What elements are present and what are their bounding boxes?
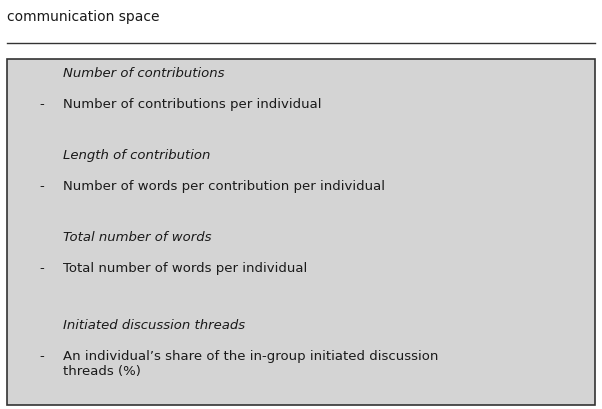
Text: -: -	[39, 262, 44, 275]
Text: -: -	[39, 98, 44, 111]
Text: Number of contributions: Number of contributions	[63, 67, 225, 81]
Text: Initiated discussion threads: Initiated discussion threads	[63, 319, 246, 332]
Text: -: -	[39, 350, 44, 363]
Text: Total number of words: Total number of words	[63, 231, 212, 244]
Text: An individual’s share of the in-group initiated discussion
threads (%): An individual’s share of the in-group in…	[63, 350, 439, 378]
Text: Total number of words per individual: Total number of words per individual	[63, 262, 308, 275]
Text: Length of contribution: Length of contribution	[63, 149, 211, 162]
Text: Number of words per contribution per individual: Number of words per contribution per ind…	[63, 180, 385, 193]
Text: communication space: communication space	[7, 10, 160, 24]
Text: Number of contributions per individual: Number of contributions per individual	[63, 98, 321, 111]
Text: -: -	[39, 180, 44, 193]
